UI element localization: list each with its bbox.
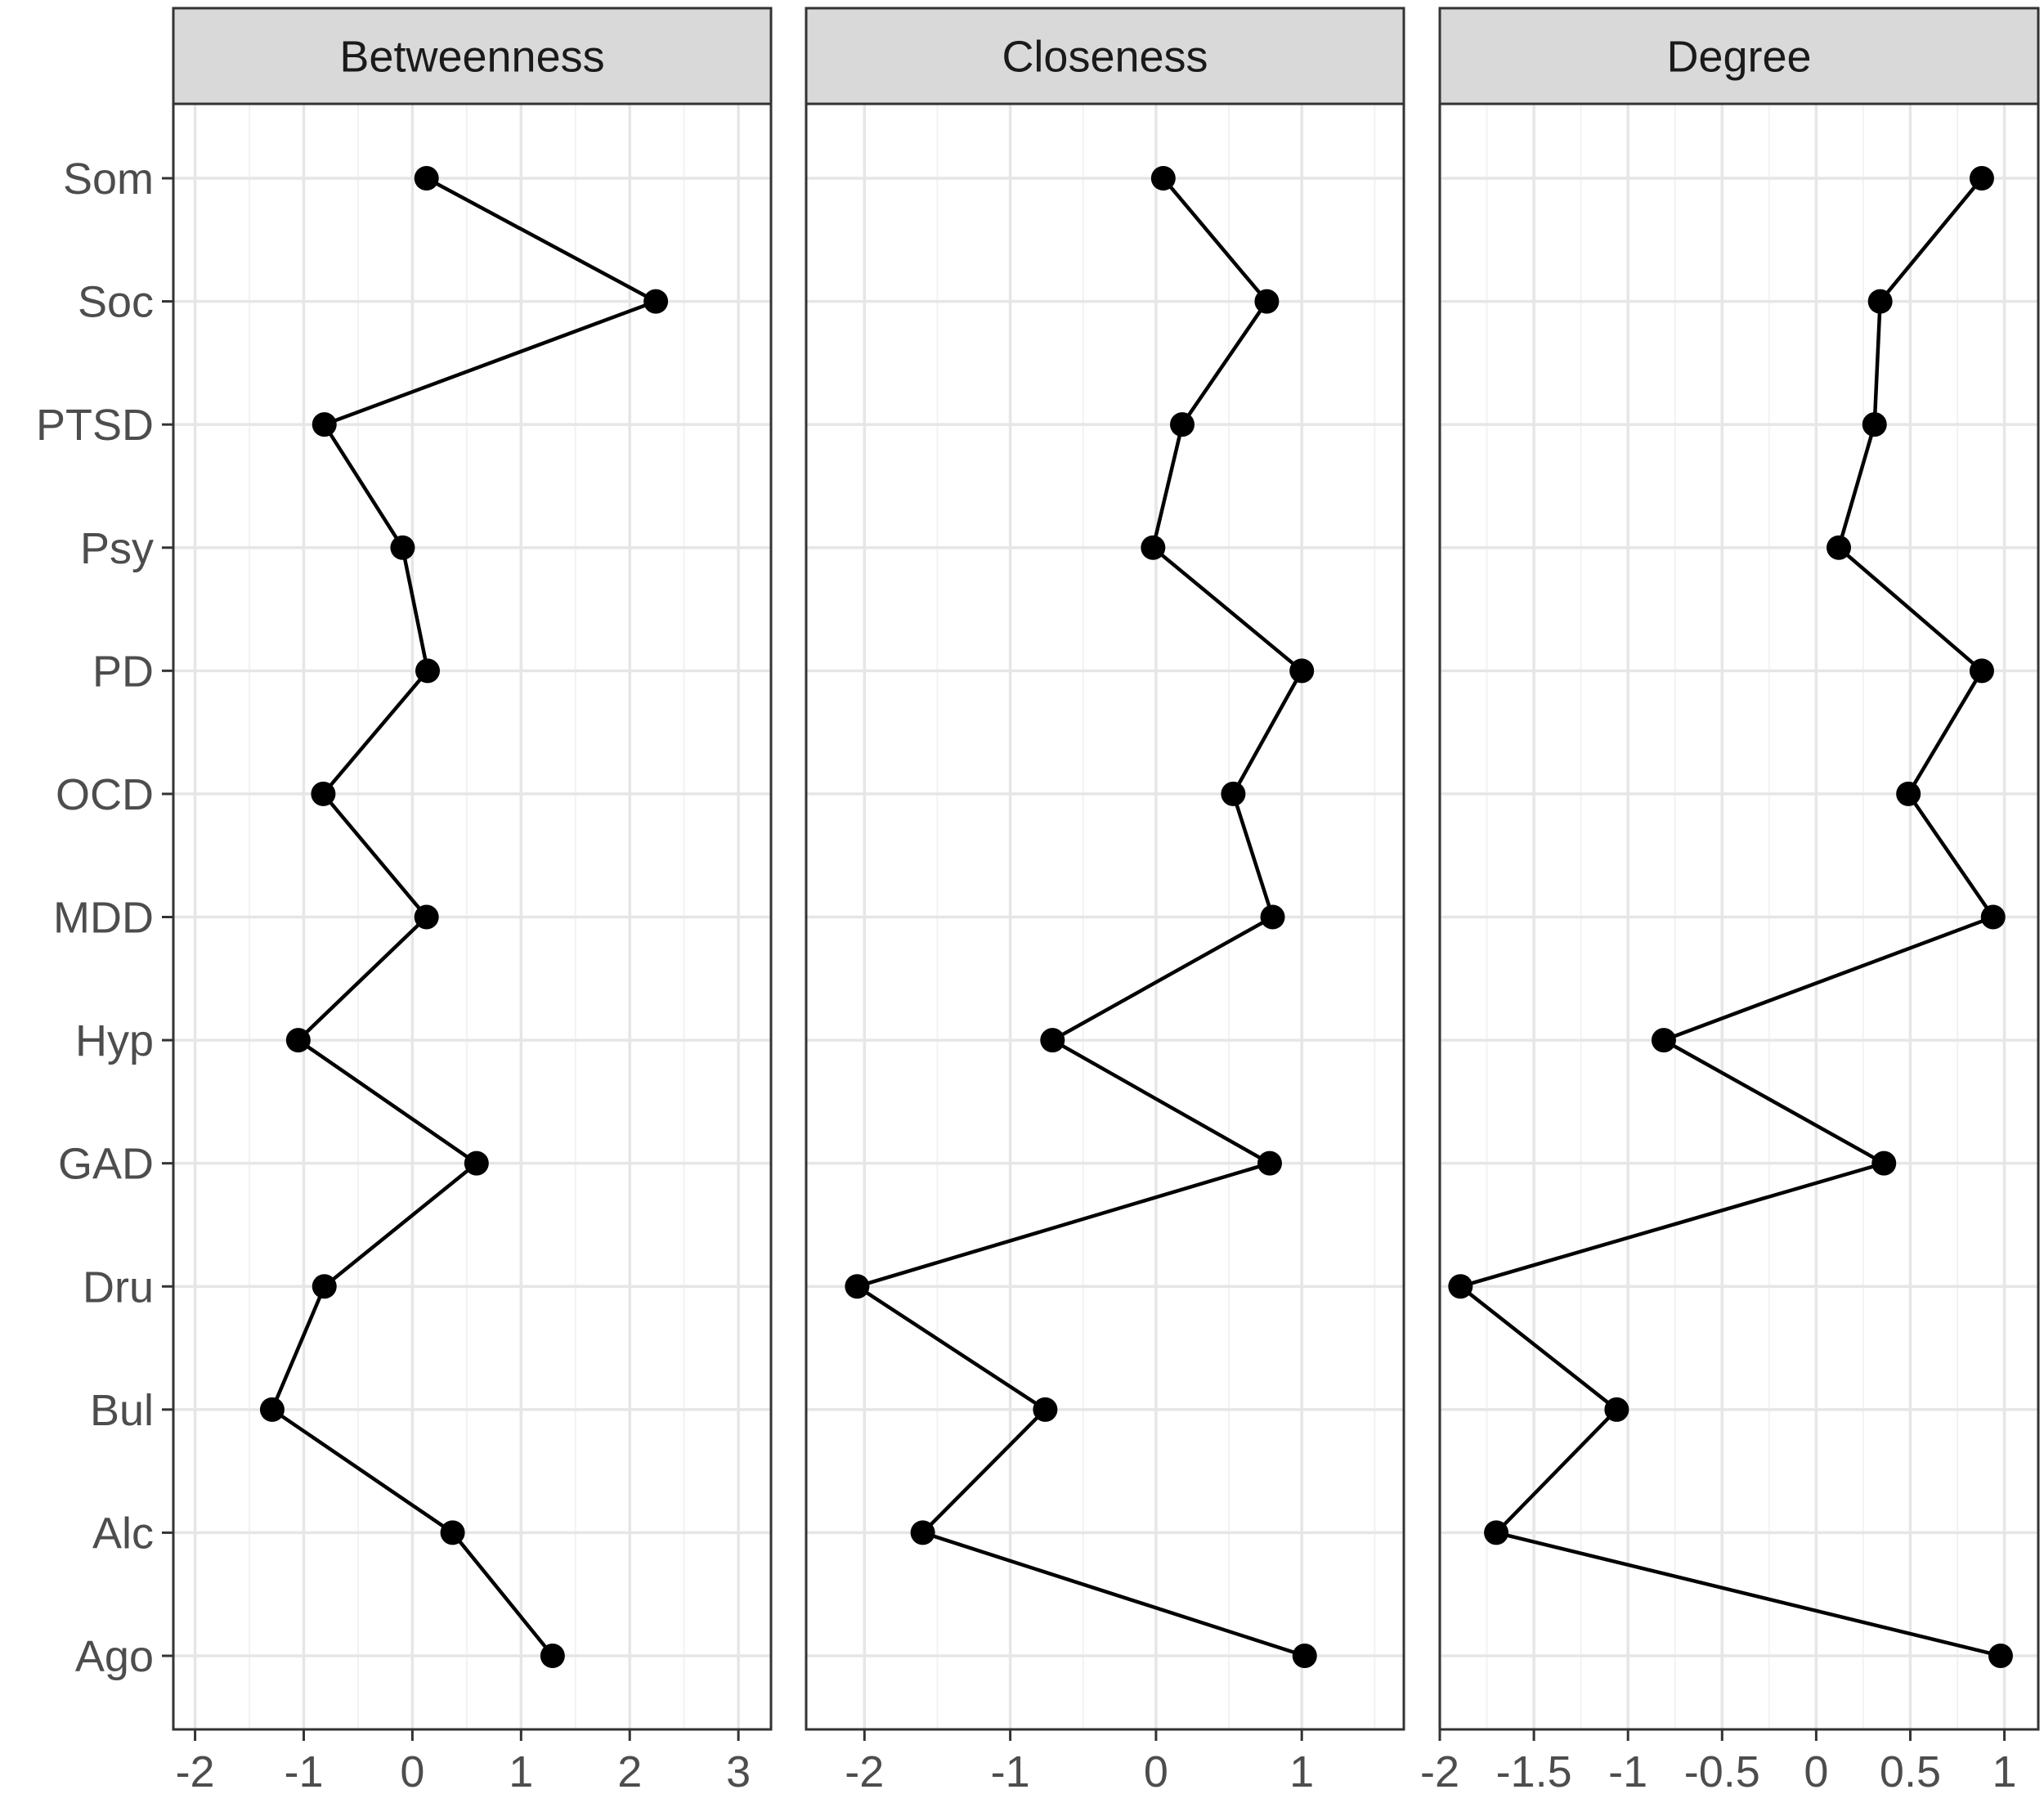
y-tick-label: Bul [90,1386,154,1435]
x-tick-label: 1 [1992,1747,2017,1796]
x-tick-label: 0.5 [1880,1747,1941,1796]
x-tick-label: -1 [1608,1747,1647,1796]
data-point [643,289,669,314]
y-tick-label: OCD [56,770,154,819]
data-point [1254,289,1280,314]
facet-title: Betweenness [339,33,604,82]
data-point [285,1028,311,1053]
x-tick-label: 0 [400,1747,424,1796]
data-point [390,535,415,560]
x-tick-label: 1 [509,1747,533,1796]
y-tick-label: Dru [83,1263,154,1312]
data-point [1867,289,1893,314]
data-point [1604,1397,1629,1422]
panel-border [172,102,773,1731]
data-point [1484,1520,1509,1545]
x-tick-label: 0 [1144,1747,1168,1796]
y-tick-label: Alc [92,1509,154,1558]
data-point [1448,1274,1473,1299]
x-tick-label: 0 [1804,1747,1828,1796]
facet-title: Degree [1666,33,1811,82]
facet-title: Closeness [1002,33,1208,82]
facet-panel: Closeness -2 -1 0 1 [805,7,1405,1796]
data-point [312,1274,337,1299]
data-point [1150,166,1176,191]
data-point [440,1520,465,1545]
x-tick-label: 1 [1289,1747,1314,1796]
data-point [1169,412,1195,437]
data-point [910,1520,935,1545]
data-point [1221,781,1246,806]
y-tick-label: PTSD [36,401,154,450]
x-tick-label: -1 [991,1747,1030,1796]
data-point [1896,781,1921,806]
x-tick-label: -2 [1420,1747,1459,1796]
facet-panel: Degree -2 -1.5 -1 -0.5 0 0.5 1 [1420,7,2040,1796]
data-point [1260,904,1285,930]
y-tick-label: Som [63,155,154,204]
data-point [415,658,441,684]
data-point [540,1644,565,1668]
data-point [1827,535,1851,560]
data-point [464,1150,489,1176]
data-point [845,1274,870,1299]
data-point [1969,166,1994,191]
data-point [1292,1644,1317,1668]
panel-border [1438,102,2040,1731]
data-point [1289,658,1315,684]
facet-strip [1438,7,2040,105]
data-point [1141,535,1166,560]
y-tick-label: Soc [78,278,154,327]
data-point [311,781,336,806]
y-axis: Ago Alc Bul Dru GAD Hyp MDD OCD PD Psy PTSD Soc Som [36,155,173,1681]
data-point [1257,1150,1282,1176]
x-tick-label: -0.5 [1684,1747,1760,1796]
x-tick-label: -2 [176,1747,215,1796]
y-tick-label: Ago [75,1632,154,1681]
x-tick-label: -2 [845,1747,884,1796]
y-tick-label: MDD [53,894,154,943]
data-point [1040,1028,1065,1053]
facet-panel: Betweenness -2 -1 0 1 2 3 [172,7,773,1796]
data-point [1969,658,1994,684]
data-point [414,166,439,191]
data-point [312,412,337,437]
data-point [1862,412,1887,437]
data-point [1033,1397,1058,1422]
y-tick-label: PD [92,647,154,696]
data-point [1871,1150,1897,1176]
data-point [414,904,439,930]
x-tick-label: 2 [617,1747,642,1796]
y-tick-label: Hyp [75,1016,154,1065]
x-tick-label: -1 [284,1747,323,1796]
data-point [1988,1644,2013,1668]
data-point [259,1397,285,1422]
facet-strip [172,7,773,105]
x-tick-label: -1.5 [1496,1747,1572,1796]
data-point [1651,1028,1676,1053]
data-point [1980,904,2006,930]
panel-border [805,102,1405,1731]
y-tick-label: GAD [58,1140,154,1189]
y-tick-label: Psy [80,524,154,573]
x-tick-label: 3 [726,1747,751,1796]
